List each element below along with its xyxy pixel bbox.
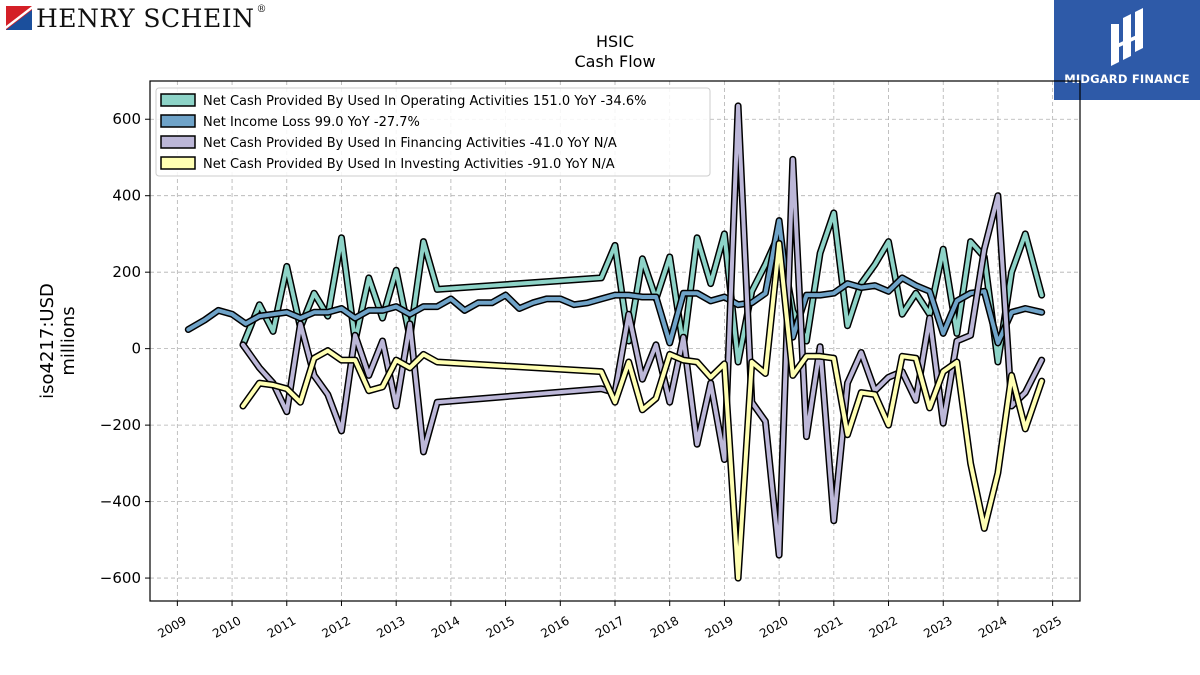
series-line-1	[186, 218, 1044, 345]
x-tick-label: 2013	[374, 613, 407, 640]
x-tick-label: 2012	[320, 613, 353, 640]
chart-title: HSIC	[595, 32, 635, 51]
legend-label-3: Net Cash Provided By Used In Investing A…	[203, 157, 615, 172]
y-tick-label: 0	[131, 340, 141, 358]
series-line-3	[241, 241, 1044, 581]
y-axis-label-units: millions	[58, 306, 79, 375]
legend-swatch-3	[160, 156, 196, 170]
henry-schein-wordmark: HENRY SCHEIN ®	[36, 3, 267, 33]
legend-swatch-1	[160, 114, 196, 128]
logo-text: MIDGARD FINANCE	[1064, 72, 1190, 86]
chart-subtitle: Cash Flow	[574, 52, 656, 71]
x-tick-label: 2011	[265, 613, 298, 640]
x-tick-label: 2021	[812, 613, 845, 640]
midgard-finance-logo: MIDGARD FINANCE	[1054, 0, 1200, 100]
x-tick-label: 2020	[757, 613, 790, 640]
y-tick-label: 200	[112, 263, 141, 281]
legend-label-2: Net Cash Provided By Used In Financing A…	[203, 136, 617, 151]
y-tick-label: −400	[100, 493, 141, 511]
series-line-2	[241, 103, 1044, 558]
henry-schein-flag-icon	[6, 6, 32, 30]
legend-swatch-0	[160, 93, 196, 107]
x-tick-label: 2018	[648, 613, 681, 640]
legend-box	[155, 87, 711, 177]
x-tick-label: 2010	[210, 613, 243, 640]
y-axis-label: iso4217:USD	[37, 283, 58, 399]
y-tick-label: 600	[112, 110, 141, 128]
x-tick-label: 2015	[484, 613, 517, 640]
x-tick-label: 2023	[921, 613, 954, 640]
x-tick-label: 2014	[429, 613, 462, 640]
y-tick-label: −600	[100, 569, 141, 587]
y-tick-label: −200	[100, 416, 141, 434]
y-tick-label: 400	[112, 187, 141, 205]
series-lines	[184, 102, 1046, 582]
x-tick-label: 2024	[976, 613, 1009, 640]
henry-schein-brand: HENRY SCHEIN ®	[6, 3, 267, 33]
midgard-emblem-icon	[1111, 8, 1143, 66]
x-tick-label: 2019	[702, 613, 735, 640]
x-tick-label: 2025	[1031, 613, 1064, 640]
legend-swatch-2	[160, 135, 196, 149]
x-tick-label: 2016	[538, 613, 571, 640]
legend: Net Cash Provided By Used In Operating A…	[155, 87, 711, 177]
x-tick-label: 2017	[593, 613, 626, 640]
legend-label-0: Net Cash Provided By Used In Operating A…	[203, 94, 646, 109]
x-tick-label: 2022	[867, 613, 900, 640]
legend-label-1: Net Income Loss 99.0 YoY -27.7%	[203, 115, 420, 130]
x-tick-label: 2009	[155, 613, 188, 640]
